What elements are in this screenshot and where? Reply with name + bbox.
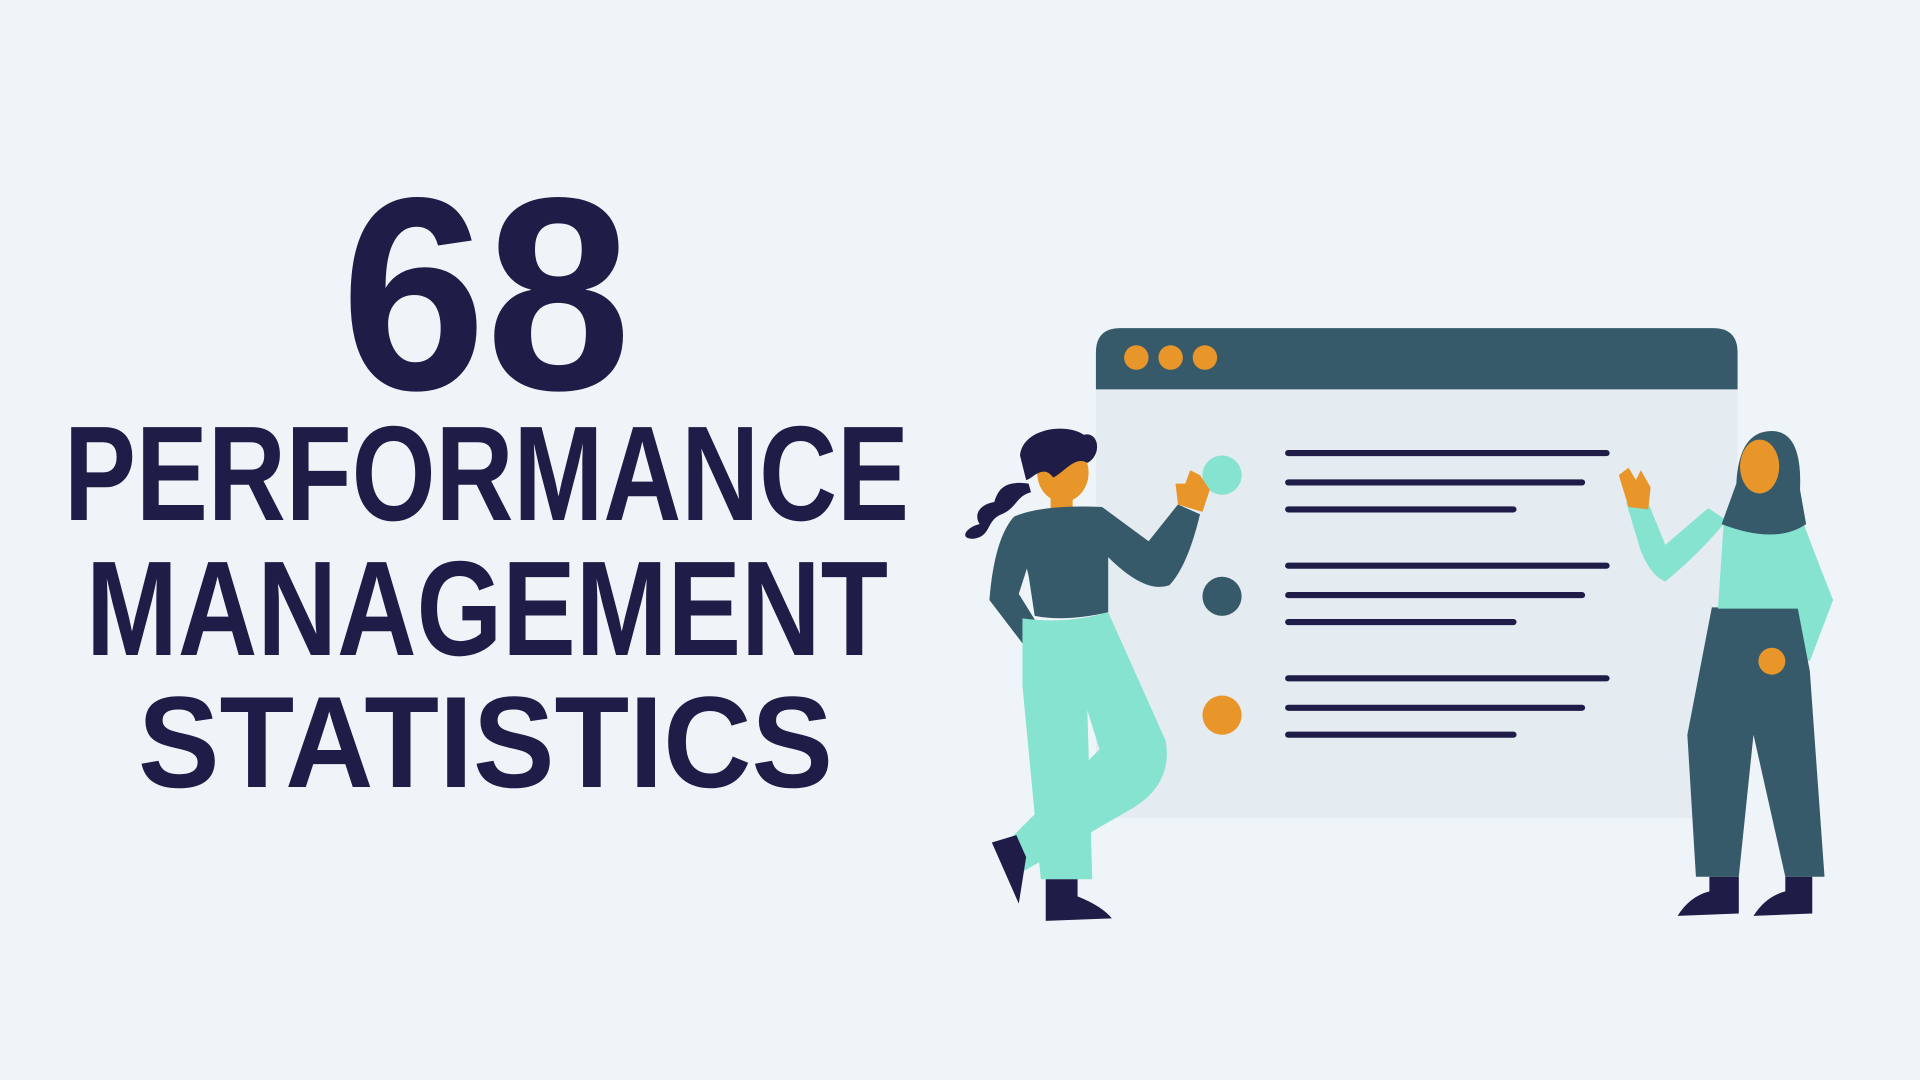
text-lines <box>1285 450 1610 738</box>
person-woman-icon <box>965 428 1210 921</box>
illustration <box>965 328 1834 921</box>
list-bullet-icon <box>1202 695 1242 735</box>
browser-window-icon <box>1095 328 1738 818</box>
headline-line-3: STATISTICS <box>138 669 833 815</box>
window-dot-icon <box>1192 345 1218 370</box>
headline: 68 PERFORMANCE MANAGEMENT STATISTICS <box>64 141 909 815</box>
window-dot-icon <box>1158 345 1183 370</box>
window-dot-icon <box>1124 345 1149 370</box>
headline-line-1: PERFORMANCE <box>64 398 909 549</box>
list-bullet-icon <box>1202 455 1242 495</box>
headline-line-2: MANAGEMENT <box>86 533 888 684</box>
person-woman-hijab-icon <box>1618 431 1834 916</box>
list-bullet-icon <box>1202 576 1242 616</box>
headline-number: 68 <box>341 141 631 448</box>
